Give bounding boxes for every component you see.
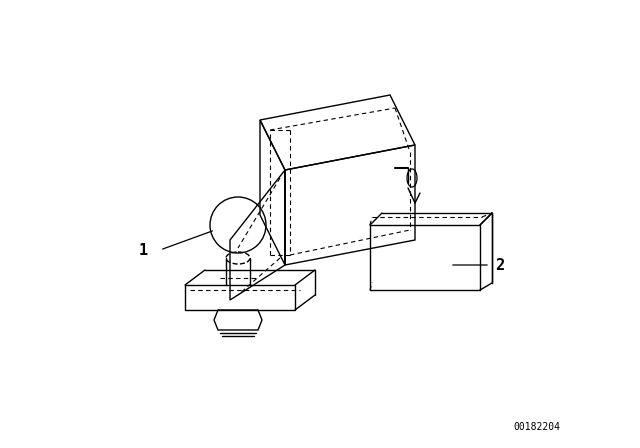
Text: 2: 2 bbox=[495, 258, 504, 272]
Text: 1: 1 bbox=[139, 242, 148, 258]
Text: 00182204: 00182204 bbox=[513, 422, 560, 432]
